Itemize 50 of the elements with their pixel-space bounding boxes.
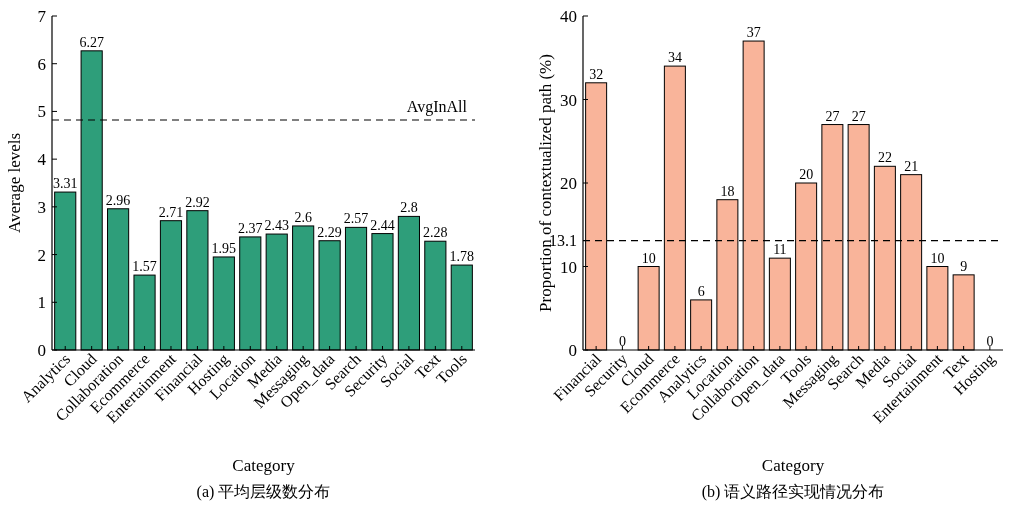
data-label: 2.96 <box>105 192 131 208</box>
data-label: 0 <box>986 334 994 349</box>
data-label: 2.28 <box>423 225 448 241</box>
data-label: 18 <box>720 183 735 199</box>
data-label: 2.8 <box>400 200 418 216</box>
data-label: 2.37 <box>238 220 263 236</box>
data-label: 6 <box>697 283 705 299</box>
data-label: 2.92 <box>185 194 210 210</box>
text: (a) 平均层级数分布 <box>196 483 331 501</box>
data-label: 2.44 <box>370 217 395 233</box>
y-tick-label: 10 <box>560 257 577 277</box>
data-label: 10 <box>930 250 945 266</box>
y-tick-label: 30 <box>560 90 577 110</box>
data-label: 1.57 <box>132 259 157 275</box>
y-tick-label: 20 <box>560 174 577 193</box>
data-label: 6.27 <box>79 34 104 50</box>
y-tick-label: 3 <box>37 197 46 217</box>
x-axis-title: Category <box>761 456 825 475</box>
data-label: 21 <box>904 158 919 174</box>
data-label: 34 <box>667 50 682 66</box>
y-axis-title: Average levels <box>5 132 24 234</box>
data-label: 2.71 <box>158 204 184 220</box>
data-label: 2.29 <box>317 224 342 240</box>
y-tick-label: 0 <box>37 341 46 360</box>
data-label: 37 <box>746 25 761 41</box>
data-label: 27 <box>851 108 866 124</box>
data-label: 9 <box>960 258 968 274</box>
data-label: 2.57 <box>343 211 369 227</box>
data-label: 22 <box>877 150 892 166</box>
data-label: 3.31 <box>52 176 78 192</box>
data-label: 32 <box>589 66 604 82</box>
data-label: 10 <box>641 250 656 266</box>
y-tick-label: 7 <box>37 7 47 26</box>
data-label: 27 <box>825 108 840 124</box>
x-axis-title: Category <box>232 456 296 475</box>
data-label: 2.43 <box>264 218 289 234</box>
data-label: 2.6 <box>294 209 312 225</box>
y-tick-label: 4 <box>37 150 47 170</box>
y-tick-label: 1 <box>37 293 46 313</box>
y-tick-label: 40 <box>560 7 577 26</box>
text: (b) 语义路径实现情况分布 <box>701 483 885 501</box>
y-tick-label: 5 <box>37 102 46 122</box>
y-tick-label: 6 <box>37 54 46 74</box>
data-label: 1.95 <box>211 240 237 256</box>
y-tick-label: 2 <box>37 245 46 265</box>
ref-line-label: AvgInAll <box>406 98 468 117</box>
data-label: 20 <box>799 167 814 182</box>
data-label: 0 <box>618 334 626 349</box>
data-label: 1.78 <box>449 249 475 265</box>
data-label: 11 <box>773 242 787 258</box>
